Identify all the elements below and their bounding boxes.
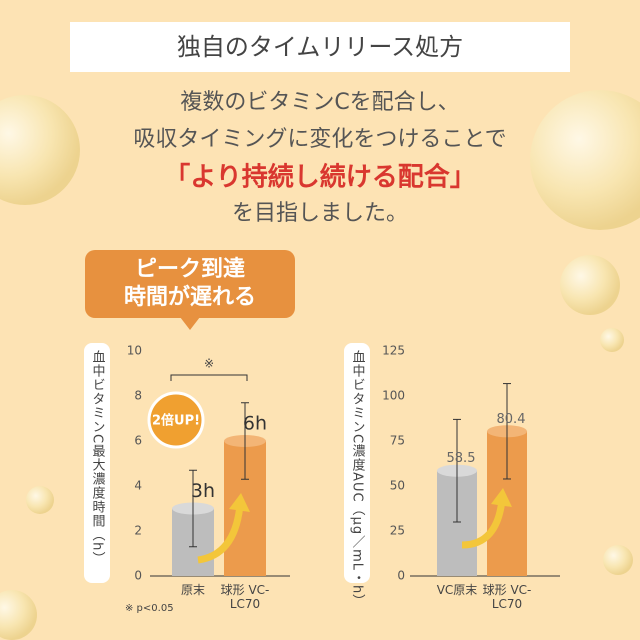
value-label: 3h	[191, 480, 215, 502]
badge	[147, 391, 205, 449]
y-tick-label: 25	[390, 524, 405, 538]
y-axis-label: 血中ビタミンC最大濃度時間（h）	[90, 350, 106, 565]
body-line: 複数のビタミンCを配合し、	[180, 90, 459, 115]
y-tick-label: 2	[134, 524, 142, 538]
y-tick-label: 8	[134, 389, 142, 403]
callout-text: 時間が遅れる	[124, 284, 256, 310]
bubble	[560, 255, 620, 315]
y-tick-label: 6	[134, 434, 142, 448]
callout-text: ピーク到達	[135, 256, 245, 282]
badge-text: 2倍UP!	[152, 413, 200, 429]
bubble	[603, 545, 633, 575]
bubble	[26, 486, 54, 514]
body-line: 吸収タイミングに変化をつけることで	[133, 127, 506, 152]
significance-bracket	[170, 374, 248, 381]
y-label-box	[344, 343, 370, 583]
bubble	[530, 90, 640, 230]
footnote: ※ p<0.05	[125, 603, 174, 614]
bubble	[0, 590, 37, 640]
y-tick-label: 0	[134, 569, 142, 583]
growth-arrow	[197, 504, 244, 564]
y-label-box	[84, 343, 110, 583]
y-tick-label: 125	[382, 344, 405, 358]
y-tick-label: 4	[134, 479, 142, 493]
x-tick-label: VC原末	[436, 583, 478, 597]
callout-pointer	[180, 317, 200, 330]
bubble	[0, 95, 80, 205]
y-tick-label: 10	[127, 344, 142, 358]
y-tick-label: 0	[397, 569, 405, 583]
y-tick-label: 75	[390, 434, 405, 448]
value-label: 80.4	[497, 412, 526, 427]
bubble	[600, 328, 624, 352]
y-axis-label: 血中ビタミンC濃度AUC（μg／mL・h）	[350, 350, 366, 608]
callout-box	[85, 250, 295, 318]
significance-mark: ※	[204, 357, 214, 371]
growth-arrow	[461, 499, 506, 549]
header-title: 独自のタイムリリース処方	[177, 33, 463, 61]
body-line: を目指しました。	[232, 201, 408, 226]
y-tick-label: 50	[390, 479, 405, 493]
x-tick-label: 球形 VC-LC70	[482, 583, 532, 611]
growth-arrow-head	[491, 488, 512, 507]
value-label: 6h	[243, 413, 267, 435]
x-tick-label: 原末	[180, 583, 205, 597]
body-highlight: 「より持続し続ける配合」	[164, 162, 475, 193]
x-tick-label: 球形 VC-LC70	[220, 583, 270, 611]
value-label: 58.5	[447, 451, 476, 466]
y-tick-label: 100	[382, 389, 405, 403]
header-box	[70, 22, 570, 72]
growth-arrow-head	[229, 493, 250, 512]
